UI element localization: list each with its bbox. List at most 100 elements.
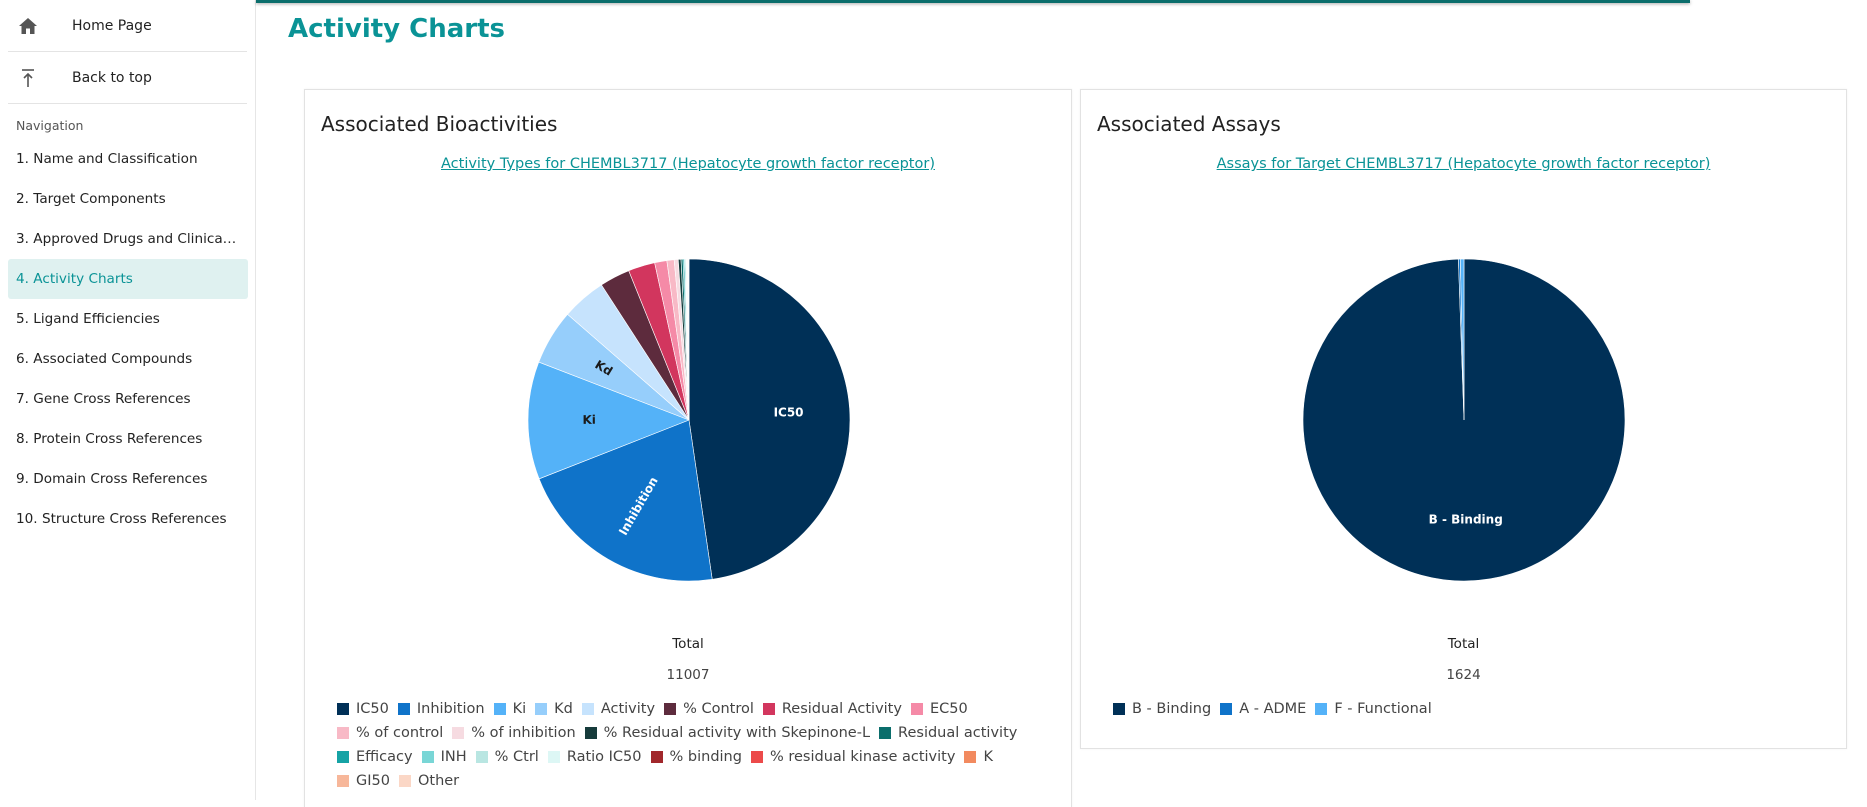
legend-label: % of inhibition [471, 725, 576, 741]
legend-item-a-adme[interactable]: A - ADME [1220, 697, 1306, 721]
bioactivities-total-value: 11007 [666, 667, 710, 683]
legend-item-ki[interactable]: Ki [493, 697, 527, 721]
pie-slice-f-functional[interactable] [1459, 258, 1465, 421]
pie-slice-ki[interactable] [527, 361, 690, 480]
nav-item-associated-compounds[interactable]: 6. Associated Compounds [16, 351, 193, 367]
home-icon [8, 17, 48, 35]
legend-item-ec50[interactable]: EC50 [910, 697, 968, 721]
legend-item-residual-activity-with-skepinone-l[interactable]: % Residual activity with Skepinone-L [584, 721, 871, 745]
assays-total-value: 1624 [1446, 667, 1481, 683]
assays-heading: Associated Assays [1097, 112, 1281, 136]
legend-label: % Control [683, 701, 754, 717]
legend-label: Other [417, 773, 460, 789]
arrow-up-to-line-icon [8, 68, 48, 88]
back-to-top-link[interactable]: Back to top [8, 52, 247, 104]
bioactivities-legend: IC50 Inhibition Ki Kd Activity % Control Resid… [337, 697, 1037, 793]
legend-swatch [910, 703, 923, 715]
pie-label-b-binding: B - Binding [1429, 512, 1503, 526]
assays-legend: B - Binding A - ADME F - Functional [1113, 697, 1813, 721]
legend-swatch [584, 727, 597, 739]
legend-item-residual-kinase-activity[interactable]: % residual kinase activity [750, 745, 956, 769]
legend-swatch [750, 751, 763, 763]
assays-card: Associated Assays Assays for Target CHEM… [1080, 89, 1847, 749]
legend-swatch [337, 727, 349, 739]
legend-label: EC50 [929, 701, 968, 717]
bioactivities-total-label: Total [672, 636, 704, 652]
legend-item-ic50[interactable]: IC50 [337, 697, 389, 721]
legend-label: Inhibition [416, 701, 485, 717]
legend-swatch [337, 751, 349, 763]
legend-item-inh[interactable]: INH [421, 745, 467, 769]
legend-item-activity[interactable]: Activity [581, 697, 655, 721]
legend-swatch [452, 727, 465, 739]
nav-item-approved-drugs[interactable]: 3. Approved Drugs and Clinical ... [16, 231, 244, 247]
legend-item-other[interactable]: Other [398, 769, 460, 793]
legend-item-of-inhibition[interactable]: % of inhibition [452, 721, 576, 745]
legend-label: % binding [669, 749, 742, 765]
legend-item-inhibition[interactable]: Inhibition [397, 697, 485, 721]
legend-item-binding[interactable]: % binding [650, 745, 742, 769]
pie-label-ki: Ki [582, 413, 595, 427]
legend-label: % of control [356, 725, 444, 741]
nav-item-activity-charts[interactable]: 4. Activity Charts [8, 259, 248, 299]
legend-item-f-functional[interactable]: F - Functional [1315, 697, 1432, 721]
home-page-link[interactable]: Home Page [8, 0, 247, 52]
legend-label: Residual activity [898, 725, 1018, 741]
legend-swatch [397, 703, 410, 715]
assays-total-label: Total [1447, 636, 1480, 652]
legend-swatch [1113, 703, 1125, 715]
legend-swatch [535, 703, 548, 715]
legend-swatch [581, 703, 594, 715]
page-title: Activity Charts [288, 14, 506, 44]
sidebar: Home Page Back to top Navigation 1. Name… [0, 0, 256, 800]
legend-label: IC50 [356, 701, 389, 717]
legend-label: % residual kinase activity [769, 749, 956, 765]
legend-label: % Residual activity with Skepinone-L [603, 725, 871, 741]
bioactivities-heading: Associated Bioactivities [321, 112, 558, 136]
legend-item-control[interactable]: % Control [664, 697, 754, 721]
nav-item-structure-cross-references[interactable]: 10. Structure Cross References [16, 511, 227, 527]
legend-swatch [879, 727, 892, 739]
nav-item-ligand-efficiencies[interactable]: 5. Ligand Efficiencies [16, 311, 160, 327]
nav-item-protein-cross-references[interactable]: 8. Protein Cross References [16, 431, 203, 447]
legend-swatch [547, 751, 560, 763]
legend-label: Efficacy [356, 749, 413, 765]
legend-label: F - Functional [1334, 701, 1432, 717]
pie-label-ic50: IC50 [774, 405, 804, 419]
assays-pie-chart: B - Binding [1302, 258, 1626, 582]
assays-chart-link[interactable]: Assays for Target CHEMBL3717 (Hepatocyte… [1216, 156, 1711, 172]
legend-item-residual-activity[interactable]: Residual activity [879, 721, 1017, 745]
legend-label: Residual Activity [781, 701, 902, 717]
legend-swatch [664, 703, 677, 715]
home-page-label: Home Page [72, 17, 152, 34]
nav-item-gene-cross-references[interactable]: 7. Gene Cross References [16, 391, 191, 407]
legend-item-gi50[interactable]: GI50 [337, 769, 390, 793]
legend-label: % Ctrl [494, 749, 539, 765]
legend-label: Ki [512, 701, 527, 717]
legend-swatch [475, 751, 488, 763]
legend-swatch [337, 775, 349, 787]
top-accent-bar [256, 0, 1690, 3]
nav-item-name-and-classification[interactable]: 1. Name and Classification [16, 151, 198, 167]
pie-slice-inhibition[interactable] [538, 419, 713, 582]
legend-label: INH [440, 749, 467, 765]
legend-item-k[interactable]: K [964, 745, 993, 769]
bioactivities-card: Associated Bioactivities Activity Types … [304, 89, 1072, 807]
legend-item-residual-activity[interactable]: Residual Activity [762, 697, 902, 721]
bioactivities-chart-link[interactable]: Activity Types for CHEMBL3717 (Hepatocyt… [441, 156, 935, 172]
legend-item-b-binding[interactable]: B - Binding [1113, 697, 1211, 721]
pie-slice-other[interactable] [688, 258, 690, 421]
legend-item-ctrl[interactable]: % Ctrl [475, 745, 539, 769]
pie-slice-ic50[interactable] [688, 258, 851, 580]
legend-item-efficacy[interactable]: Efficacy [337, 745, 413, 769]
legend-label: K [983, 749, 993, 765]
nav-list: 1. Name and Classification 2. Target Com… [0, 139, 255, 539]
legend-item-ratio-ic50[interactable]: Ratio IC50 [547, 745, 642, 769]
legend-item-of-control[interactable]: % of control [337, 721, 443, 745]
legend-label: GI50 [356, 773, 390, 789]
nav-item-domain-cross-references[interactable]: 9. Domain Cross References [16, 471, 208, 487]
nav-item-target-components[interactable]: 2. Target Components [16, 191, 166, 207]
legend-label: Kd [554, 701, 573, 717]
legend-item-kd[interactable]: Kd [535, 697, 573, 721]
